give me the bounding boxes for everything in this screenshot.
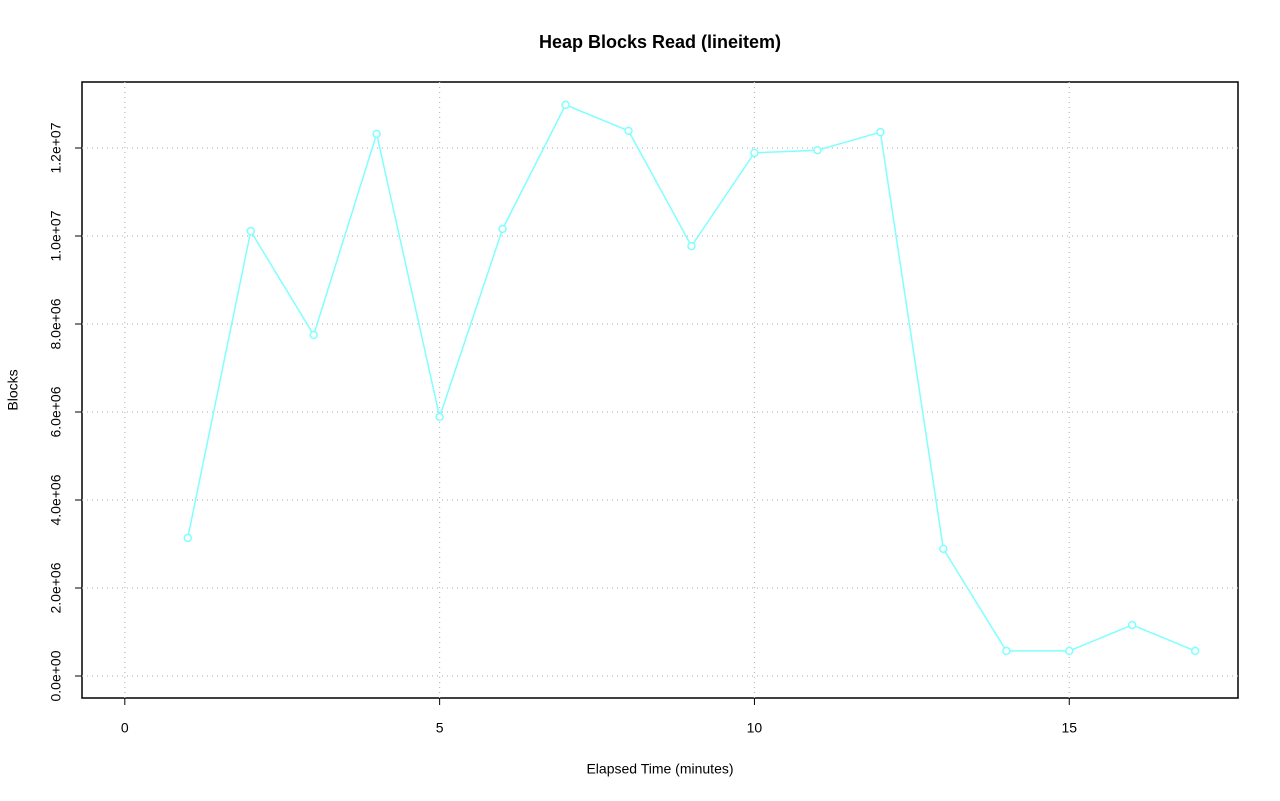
data-point [309,330,318,340]
data-point [498,224,507,234]
y-tick-label: 2.0e+06 [48,562,64,613]
x-tick-label: 5 [436,720,444,736]
data-point [1065,646,1074,656]
data-point [687,241,696,251]
data-point [624,126,633,136]
y-tick-label: 4.0e+06 [48,474,64,525]
data-point [372,129,381,139]
y-tick-label: 1.0e+07 [48,210,64,261]
data-point [246,226,255,236]
chart-title: Heap Blocks Read (lineitem) [539,32,781,52]
y-tick-label: 6.0e+06 [48,386,64,437]
plot-frame [81,81,1239,699]
x-axis-label: Elapsed Time (minutes) [586,761,733,777]
data-point [1002,646,1011,656]
y-tick-label: 8.0e+06 [48,298,64,349]
data-point [1127,620,1137,630]
y-tick-label: 1.2e+07 [48,122,64,173]
data-point [435,412,444,422]
y-tick-label: 0.0e+00 [48,650,64,701]
data-point [876,127,885,137]
data-point [813,145,822,155]
x-tick-label: 10 [747,720,763,736]
y-axis-label: Blocks [5,369,21,410]
data-point [561,100,570,110]
x-tick-label: 15 [1061,720,1077,736]
x-tick-label: 0 [121,720,129,736]
data-point [183,533,193,543]
data-point [750,148,759,158]
data-point [1190,646,1200,656]
data-point [939,544,948,554]
series-line [187,103,1196,652]
